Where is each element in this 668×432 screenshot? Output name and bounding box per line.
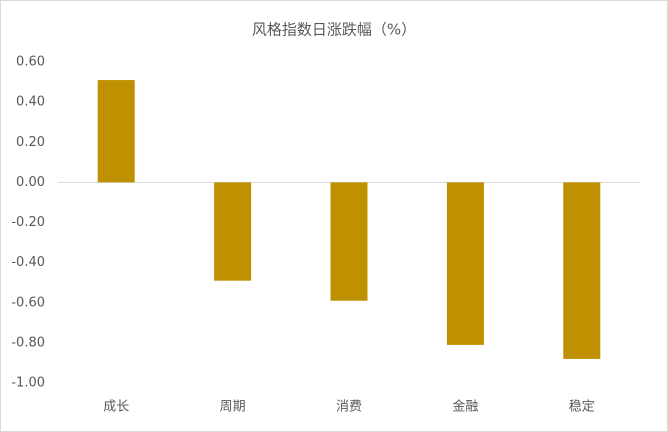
chart-title: 风格指数日涨跌幅（%） <box>252 21 416 39</box>
y-tick-label: -0.60 <box>11 295 45 310</box>
y-tick-label: 0.60 <box>16 55 45 70</box>
x-tick-label: 消费 <box>336 400 362 415</box>
y-tick-label: 0.00 <box>16 175 45 190</box>
bar <box>563 182 601 359</box>
x-tick-label: 成长 <box>103 400 129 415</box>
bar <box>214 182 252 281</box>
y-tick-label: 0.20 <box>16 135 45 150</box>
y-tick-label: -0.80 <box>11 335 45 350</box>
x-tick-label: 周期 <box>220 400 246 415</box>
y-tick-label: -0.20 <box>11 215 45 230</box>
y-tick-label: 0.40 <box>16 95 45 110</box>
x-tick-label: 稳定 <box>569 399 595 415</box>
bar <box>97 80 135 183</box>
bar <box>446 182 484 345</box>
bar <box>330 182 368 301</box>
y-tick-label: -0.40 <box>11 255 45 270</box>
y-tick-label: -1.00 <box>11 376 45 391</box>
x-tick-label: 金融 <box>452 399 478 415</box>
